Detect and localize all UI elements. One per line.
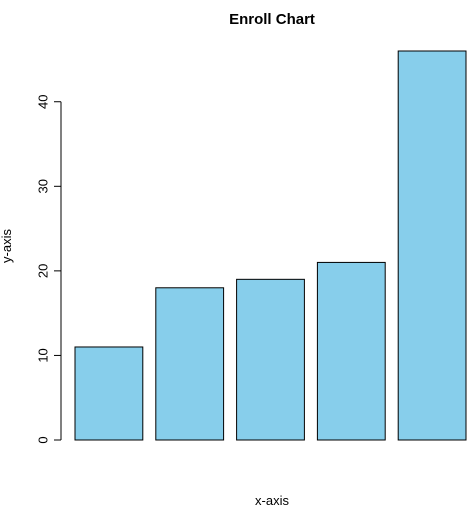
bars	[74, 50, 467, 441]
y-tick-label: 20	[36, 264, 51, 278]
y-tick-label: 10	[36, 348, 51, 362]
chart-title: Enroll Chart	[229, 11, 315, 28]
y-axis: 0 10 20 30 40	[36, 95, 62, 444]
bar	[316, 261, 386, 441]
y-ticks: 0 10 20 30 40	[36, 95, 61, 444]
y-axis-label: y-axis	[0, 229, 14, 263]
y-tick-label: 30	[36, 179, 51, 193]
bar	[236, 278, 305, 441]
x-axis-label: x-axis	[255, 493, 289, 508]
y-tick-label: 0	[36, 436, 51, 443]
bar	[74, 346, 144, 441]
bar	[155, 287, 225, 441]
y-tick-label: 40	[36, 95, 51, 109]
bar	[397, 50, 467, 441]
